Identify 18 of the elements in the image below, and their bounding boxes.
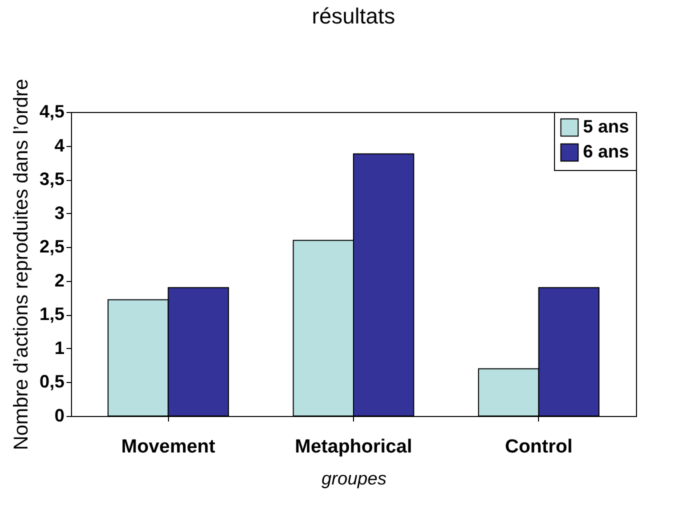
y-tick-label: 4 [54,135,64,156]
y-tick-label: 3,5 [39,169,64,190]
chart-title: résultats [312,3,396,28]
x-tick-label: Movement [121,436,216,458]
y-tick-label: 0 [54,406,64,426]
y-tick-label: 1,5 [39,304,64,324]
x-tick-label: Control [504,436,573,458]
y-tick-label: 2 [54,270,64,290]
y-tick-label: 4,5 [39,102,64,122]
y-tick-label: 3 [54,202,64,223]
y-axis-title: Nombre d’actions reproduites dans l’ordre [10,78,32,450]
legend-label: 6 ans [583,142,630,162]
legend-label: 5 ans [583,116,630,136]
y-tick-label: 2,5 [39,236,64,257]
x-tick-label: Metaphorical [294,436,412,458]
y-tick-label: 0,5 [39,372,64,392]
y-tick-label: 1 [54,338,64,358]
x-axis-title: groupes [321,468,387,488]
